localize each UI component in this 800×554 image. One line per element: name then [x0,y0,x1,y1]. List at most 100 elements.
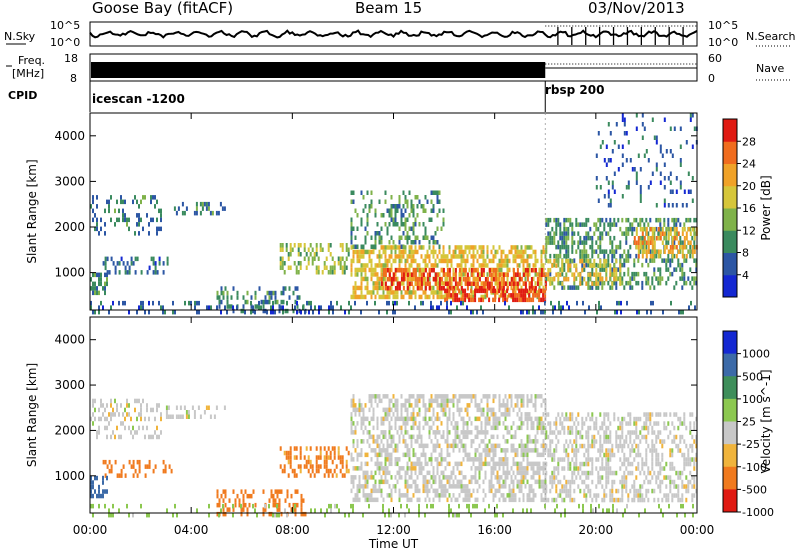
data-cell [392,272,395,277]
data-cell [659,236,662,241]
data-cell [224,286,227,291]
data-cell [219,201,222,207]
data-cell [366,470,369,476]
data-cell [418,407,421,413]
data-cell [140,403,142,408]
data-cell [638,309,640,315]
data-cell [629,244,632,250]
data-cell [416,286,419,291]
data-cell [360,222,363,227]
data-cell [591,263,594,268]
data-cell [116,261,119,266]
data-cell [404,421,407,426]
data-cell [272,290,275,296]
data-cell [551,430,554,435]
data-cell [621,144,624,149]
data-cell [114,208,116,214]
data-cell [242,493,245,499]
data-cell [607,470,610,476]
data-cell [138,412,140,417]
data-cell [432,488,435,494]
data-cell [504,394,507,399]
data-cell [553,285,556,290]
data-cell [402,439,405,444]
data-cell [639,217,642,223]
data-cell [394,448,397,453]
data-cell [609,217,612,223]
data-cell [472,245,475,250]
data-cell [641,227,644,232]
data-cell [544,286,547,291]
data-cell [472,258,475,264]
data-cell [185,206,188,211]
data-cell [490,425,493,431]
data-cell [671,479,674,485]
data-cell [573,276,576,282]
data-cell [384,268,387,273]
data-cell [266,299,269,305]
data-cell [432,475,435,480]
data-cell [218,502,221,508]
data-cell [376,439,379,444]
data-cell [496,479,499,485]
data-cell [516,293,519,298]
data-cell [364,452,367,458]
data-cell [470,475,473,480]
data-cell [518,249,521,255]
data-cell [136,213,138,218]
data-cell [414,222,417,227]
data-cell [476,403,479,408]
data-cell [126,270,129,275]
data-cell [436,195,439,200]
data-cell [488,297,491,303]
data-cell [484,277,487,282]
data-cell [430,190,433,195]
data-cell [544,293,547,298]
data-cell [136,459,139,465]
data-cell [96,290,98,296]
data-cell [585,475,588,480]
data-cell [328,309,330,315]
data-cell [333,270,336,275]
data-cell [118,412,120,417]
data-cell [506,281,509,286]
data-cell [283,450,286,456]
data-cell [544,309,546,315]
data-cell [452,403,455,408]
data-cell [534,403,537,408]
data-cell [623,258,626,263]
data-cell [621,421,624,426]
data-cell [492,258,495,264]
data-cell [140,217,142,223]
data-cell [561,271,564,277]
data-cell [98,305,100,310]
data-cell [553,217,556,223]
data-cell [372,412,375,417]
data-cell [561,281,564,286]
data-cell [689,113,692,118]
data-cell [639,227,642,232]
data-cell [390,285,393,291]
data-cell [104,272,106,278]
data-cell [250,304,253,309]
data-cell [464,297,467,303]
data-cell [621,217,624,223]
data-cell [299,455,302,460]
data-cell [331,265,334,270]
data-cell [613,189,616,194]
data-cell [436,461,439,467]
data-cell [360,294,363,300]
data-cell [553,452,556,458]
data-cell [619,267,622,273]
data-cell [591,244,594,250]
data-cell [689,280,692,286]
data-cell [522,297,525,303]
data-cell [390,254,393,259]
data-cell [124,300,126,306]
data-cell [496,267,499,273]
data-cell [528,461,531,467]
data-cell [488,272,491,277]
data-cell [358,249,361,255]
data-cell [448,268,451,273]
data-cell [649,227,652,232]
